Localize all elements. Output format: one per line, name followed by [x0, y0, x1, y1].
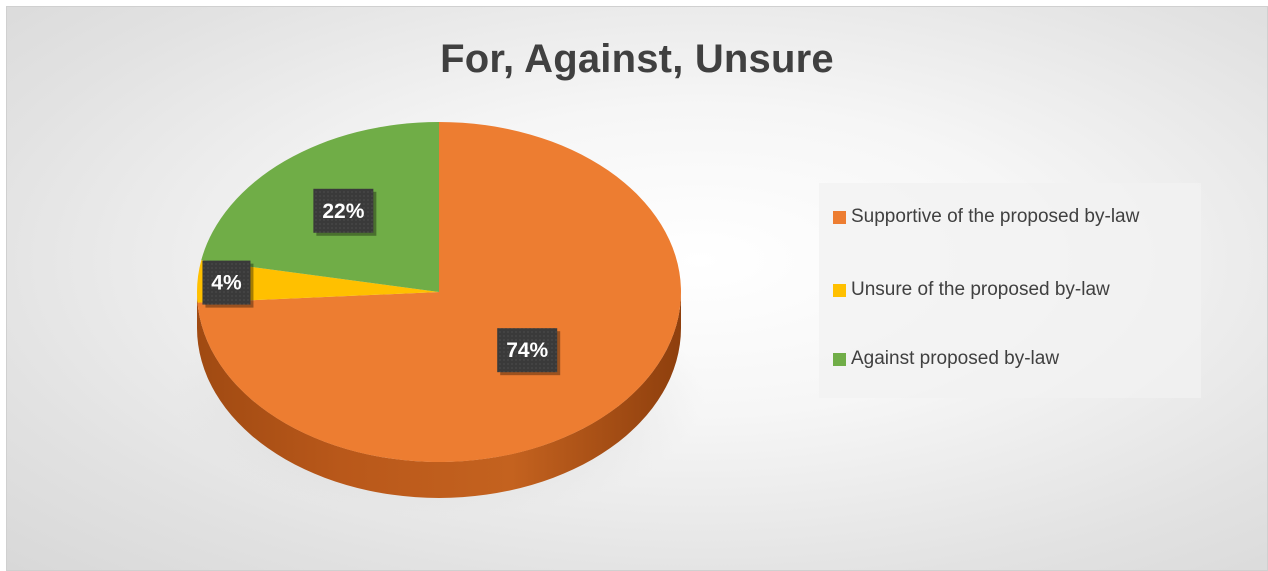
data-label-text-against: 22% — [322, 200, 364, 223]
legend-label-unsure: Unsure of the proposed by-law — [851, 279, 1110, 300]
pie-labels: 74% 4% 22% — [202, 188, 561, 376]
pie-slice-unsure — [196, 260, 439, 303]
chart-area: For, Against, Unsure 74% 4% 22% — [6, 6, 1268, 571]
data-label-against: 22% — [313, 188, 377, 236]
data-label-unsure: 4% — [202, 260, 254, 308]
data-label-box-supportive — [497, 328, 558, 373]
pie-side-wall — [197, 292, 681, 498]
pie-side — [197, 292, 681, 498]
legend-item-supportive: Supportive of the proposed by-law — [833, 206, 1139, 228]
legend-item-unsure: Unsure of the proposed by-law — [833, 279, 1110, 301]
data-label-text-unsure: 4% — [211, 272, 242, 295]
legend-label-supportive: Supportive of the proposed by-law — [851, 206, 1140, 227]
data-label-box-against — [313, 188, 374, 233]
legend-swatch-unsure — [833, 283, 846, 297]
legend: Supportive of the proposed by-law Unsure… — [819, 183, 1201, 398]
data-label-text-supportive: 74% — [506, 339, 548, 362]
data-label-supportive: 74% — [497, 328, 561, 376]
legend-swatch-against — [833, 352, 846, 366]
pie-slice-supportive — [197, 122, 681, 462]
legend-label-against: Against proposed by-law — [851, 348, 1060, 369]
legend-swatch-supportive — [833, 210, 846, 224]
pie-chart: 74% 4% 22% — [174, 122, 704, 517]
legend-item-against: Against proposed by-law — [833, 348, 1059, 370]
pie-slices — [196, 122, 681, 462]
chart-title: For, Against, Unsure — [440, 37, 834, 81]
data-label-box-unsure — [202, 260, 251, 305]
